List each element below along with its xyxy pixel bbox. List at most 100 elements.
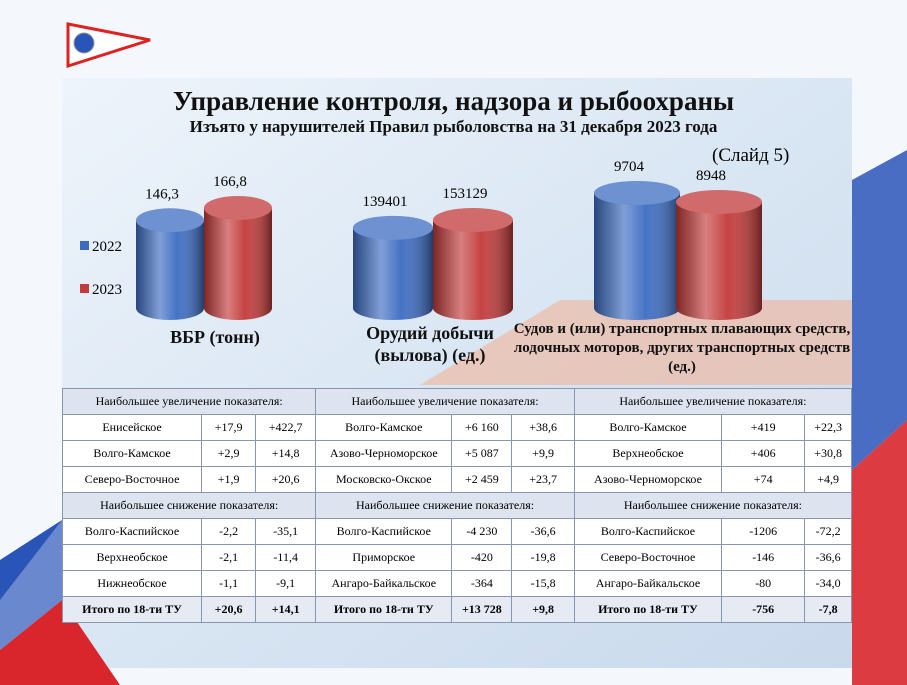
table-cell: Азово-Черноморское (573, 466, 723, 493)
subtitle: Изъято у нарушителей Правил рыболовства … (189, 117, 718, 136)
table-cell: +2 459 (451, 466, 513, 493)
table-cell: Наибольшее увеличение показателя: (573, 388, 853, 415)
table-row: Итого по 18-ти ТУ +20,6 +14,1 Итого по 18-т… (61, 596, 852, 623)
value-label: 166,8 (213, 174, 247, 190)
title: Управление контроля, надзора и рыбоохран… (172, 86, 735, 116)
table-cell: Волго-Камское (61, 440, 203, 467)
table-cell: Итого по 18-ти ТУ (573, 596, 723, 623)
table-cell: +4,9 (804, 466, 852, 493)
table-cell: Итого по 18-ти ТУ (61, 596, 203, 623)
table-cell: +419 (721, 414, 806, 441)
cylinder (433, 208, 513, 320)
table-cell: -15,8 (511, 570, 575, 597)
table-cell: Наибольшее увеличение показателя: (61, 388, 317, 415)
table-cell: -11,4 (255, 544, 317, 571)
cylinder-shade (204, 208, 272, 320)
table-cell: Верхнеобское (573, 440, 723, 467)
legend-swatch (80, 284, 89, 293)
table-cell: Северо-Восточное (573, 544, 723, 571)
cylinder-top-highlight (433, 208, 513, 232)
table-cell: -19,8 (511, 544, 575, 571)
table-cell: +20,6 (255, 466, 317, 493)
table-cell: Волго-Камское (573, 414, 723, 441)
table-cell: +74 (721, 466, 806, 493)
cylinder-top (353, 215, 433, 240)
table-cell: Наибольшее снижение показателя: (61, 492, 317, 519)
table-cell: -80 (721, 570, 806, 597)
flag-band (852, 420, 907, 685)
cylinder-shade (433, 220, 513, 320)
cylinder-top-highlight (136, 208, 204, 233)
cylinder (136, 208, 204, 320)
cylinder-top (204, 196, 272, 220)
cylinder (204, 196, 272, 320)
cylinder (676, 189, 762, 320)
table-cell: -756 (721, 596, 806, 623)
table-cell: +2,9 (201, 440, 257, 467)
cylinder-top (136, 208, 204, 233)
cylinder-top (594, 181, 680, 205)
table-cell: Ангаро-Байкальское (573, 570, 723, 597)
table-row: Наибольшее снижение показателя: Наибольше… (61, 492, 853, 519)
flag-band (0, 520, 62, 650)
table-cell: Волго-Каспийское (315, 518, 453, 545)
table-row: Енисейское +17,9 +422,7 Волго-Камское +6 160… (61, 414, 852, 441)
table-cell: -1,1 (201, 570, 257, 597)
cylinder-top-highlight (676, 189, 762, 214)
table-cell: +38,6 (511, 414, 575, 441)
table-cell: -36,6 (511, 518, 575, 545)
table-cell: +20,6 (201, 596, 257, 623)
legend-label: 2022 (92, 239, 122, 255)
table-cell: Волго-Камское (315, 414, 453, 441)
table-row: Волго-Каспийское -2,2 -35,1 Волго-Каспийско… (61, 518, 852, 545)
cylinder-top-highlight (353, 215, 433, 240)
value-label: 9704 (614, 159, 645, 175)
table-row: Верхнеобское -2,1 -11,4 Приморское -420 -19,8… (61, 544, 852, 571)
category-label: Орудий добычи (вылова) (ед.) (366, 323, 494, 365)
cylinder-top-highlight (204, 196, 272, 220)
table-cell: Волго-Каспийское (61, 518, 203, 545)
table-cell: -146 (721, 544, 806, 571)
table-cell: Нижнеобское (61, 570, 203, 597)
table-cell: -34,0 (804, 570, 852, 597)
flag-band (0, 520, 62, 650)
category-label: Судов и (или) транспортных плавающих сре… (513, 321, 851, 375)
decor (420, 300, 852, 385)
table-cell: +6 160 (451, 414, 513, 441)
table-cell: +9,8 (511, 596, 575, 623)
cylinder-top (676, 189, 762, 214)
table-cell: -36,6 (804, 544, 852, 571)
table-cell: +22,3 (804, 414, 852, 441)
flag-band (0, 600, 120, 685)
table-cell: -4 230 (451, 518, 513, 545)
table-cell: Ангаро-Байкальское (315, 570, 453, 597)
table-cell: -1206 (721, 518, 806, 545)
table-row: Северо-Восточное +1,9 +20,6 Московско-Окско… (61, 466, 852, 493)
table-cell: Азово-Черноморское (315, 440, 453, 467)
table-cell: Наибольшее снижение показателя: (315, 492, 575, 519)
cylinder (353, 215, 433, 320)
table-row: Волго-Камское +2,9 +14,8 Азово-Черноморское… (61, 440, 852, 467)
table-cell: +13 728 (451, 596, 513, 623)
legend-label: 2023 (92, 282, 122, 298)
table-cell: +14,1 (255, 596, 317, 623)
cylinder-top-highlight (594, 181, 680, 205)
table-cell: +23,7 (511, 466, 575, 493)
table-cell: +5 087 (451, 440, 513, 467)
legend-swatch (80, 241, 89, 250)
table-cell: Енисейское (61, 414, 203, 441)
table-cell: +30,8 (804, 440, 852, 467)
cylinder-top (433, 208, 513, 232)
table-cell: -420 (451, 544, 513, 571)
table-cell: Волго-Каспийское (573, 518, 723, 545)
table-cell: -35,1 (255, 518, 317, 545)
cylinder (594, 181, 680, 320)
category-label: ВБР (тонн) (170, 327, 260, 347)
cylinder-shade (676, 201, 762, 320)
table-cell: Наибольшее увеличение показателя: (315, 388, 575, 415)
table-cell: -2,2 (201, 518, 257, 545)
value-label: 153129 (443, 186, 488, 202)
table-cell: Верхнеобское (61, 544, 203, 571)
